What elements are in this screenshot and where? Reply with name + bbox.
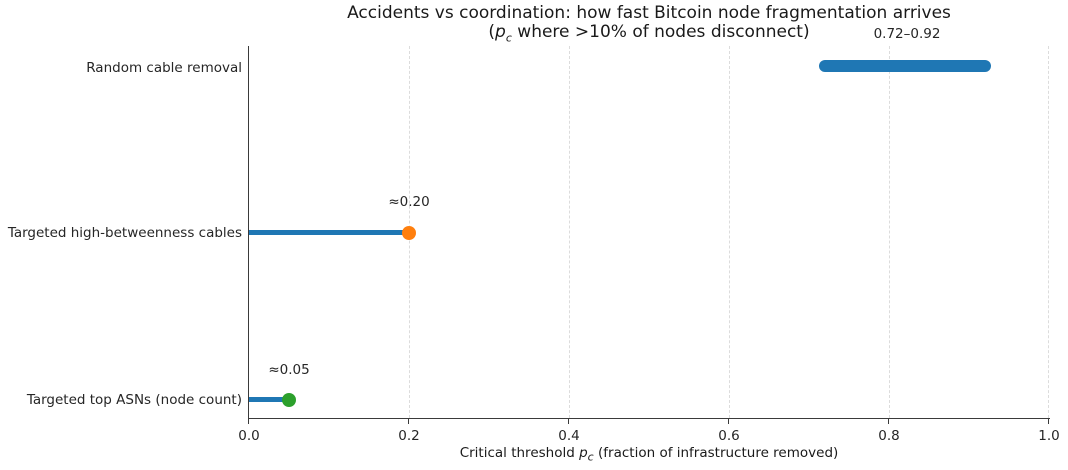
stem-targeted-high-betweenness-cables xyxy=(249,230,409,235)
x-axis-label: Critical threshold pc (fraction of infra… xyxy=(249,445,1049,464)
subtitle-math-p: p xyxy=(495,22,506,42)
x-axis-label-prefix: Critical threshold xyxy=(459,445,580,461)
chart-header: Accidents vs coordination: how fast Bitc… xyxy=(249,4,1049,47)
x-tick-label-0.6: 0.6 xyxy=(718,428,740,444)
subtitle-prefix: ( xyxy=(488,22,496,42)
x-tick-label-0.8: 0.8 xyxy=(878,428,900,444)
gridline-0.8 xyxy=(889,46,890,418)
marker-dot-0.05 xyxy=(282,393,296,407)
subtitle-rest: where >10% of nodes disconnect) xyxy=(511,22,810,42)
x-tick-label-1.0: 1.0 xyxy=(1038,428,1060,444)
category-label-targeted-top-asns: Targeted top ASNs (node count) xyxy=(26,392,242,408)
x-tick-label-0.4: 0.4 xyxy=(558,428,580,444)
x-tick-0.4 xyxy=(568,419,570,424)
x-axis-label-math-sub-c: c xyxy=(587,450,594,464)
gridline-0.4 xyxy=(569,46,570,418)
marker-dot-0.20 xyxy=(402,226,416,240)
range-bar-random-cable-removal xyxy=(819,60,991,72)
x-tick-0.8 xyxy=(888,419,890,424)
annotation-approx-0.20: ≈0.20 xyxy=(388,194,430,210)
gridline-1.0 xyxy=(1048,46,1049,418)
category-label-random-cable-removal: Random cable removal xyxy=(86,60,242,76)
x-tick-label-0.0: 0.0 xyxy=(238,428,260,444)
subtitle-math-sub-c: c xyxy=(505,31,512,45)
x-tick-0.2 xyxy=(408,419,410,424)
chart-subtitle: (pc where >10% of nodes disconnect) xyxy=(249,23,1049,47)
chart-title: Accidents vs coordination: how fast Bitc… xyxy=(347,3,951,23)
gridline-0.6 xyxy=(729,46,730,418)
annotation-range-0.72-0.92: 0.72–0.92 xyxy=(873,26,941,42)
y-axis-spine xyxy=(248,46,250,418)
x-tick-1.0 xyxy=(1048,419,1050,424)
x-tick-0.6 xyxy=(728,419,730,424)
x-axis-spine xyxy=(248,418,1050,420)
x-tick-0.0 xyxy=(248,419,250,424)
category-label-targeted-high-betweenness-cables: Targeted high-betweenness cables xyxy=(7,225,242,241)
x-axis-label-suffix: (fraction of infrastructure removed) xyxy=(593,445,839,461)
x-tick-label-0.2: 0.2 xyxy=(398,428,420,444)
stem-targeted-top-asns xyxy=(249,397,289,402)
x-axis-label-math-p: p xyxy=(579,445,588,461)
annotation-approx-0.05: ≈0.05 xyxy=(268,362,310,378)
